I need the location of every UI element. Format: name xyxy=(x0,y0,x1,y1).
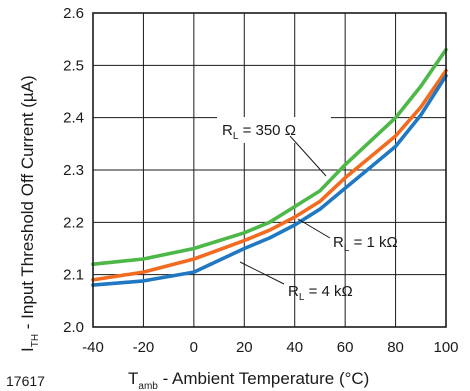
series-lines xyxy=(91,47,448,287)
x-tick-labels: -40 -20 0 20 40 60 80 100 xyxy=(82,339,458,356)
label-bg-r350 xyxy=(217,117,331,143)
series-line-r4k xyxy=(91,74,448,287)
x-tick-label: 80 xyxy=(387,339,404,356)
y-axis-title: ITH - Input Threshold Off Current (µA) xyxy=(18,75,41,352)
x-tick-label: 60 xyxy=(337,339,354,356)
plot-frame xyxy=(92,12,447,328)
x-axis-title: Tamb - Ambient Temperature (°C) xyxy=(128,369,369,391)
x-tick-label: 100 xyxy=(433,339,458,356)
x-tick-label: 20 xyxy=(236,339,253,356)
x-tick-label: -40 xyxy=(82,339,104,356)
y-tick-label: 2.3 xyxy=(63,162,84,179)
x-tick-label: -20 xyxy=(133,339,155,356)
y-tick-label: 2.6 xyxy=(63,5,84,22)
leader-line-r1k xyxy=(297,218,331,239)
figure-id: 17617 xyxy=(6,373,45,389)
leader-line-r4k xyxy=(239,261,285,285)
series-label-r350: RL = 350 Ω xyxy=(222,122,296,142)
series-line-r1k xyxy=(91,68,448,282)
x-tick-label: 40 xyxy=(286,339,303,356)
y-tick-label: 2.0 xyxy=(63,319,84,336)
y-tick-labels: 2.0 2.1 2.2 2.3 2.4 2.5 2.6 xyxy=(63,5,84,336)
leader-line-r350 xyxy=(289,135,327,177)
series-label-r1k: RL = 1 kΩ xyxy=(333,234,398,254)
y-tick-label: 2.1 xyxy=(63,267,84,284)
y-tick-label: 2.5 xyxy=(63,57,84,74)
y-tick-label: 2.2 xyxy=(63,214,84,231)
y-tick-label: 2.4 xyxy=(63,110,84,127)
x-tick-label: 0 xyxy=(190,339,198,356)
annotations: RL = 350 Ω RL = 1 kΩ RL = 4 kΩ xyxy=(217,117,398,303)
series-line-r350 xyxy=(91,47,448,267)
series-label-r4k: RL = 4 kΩ xyxy=(288,283,353,303)
